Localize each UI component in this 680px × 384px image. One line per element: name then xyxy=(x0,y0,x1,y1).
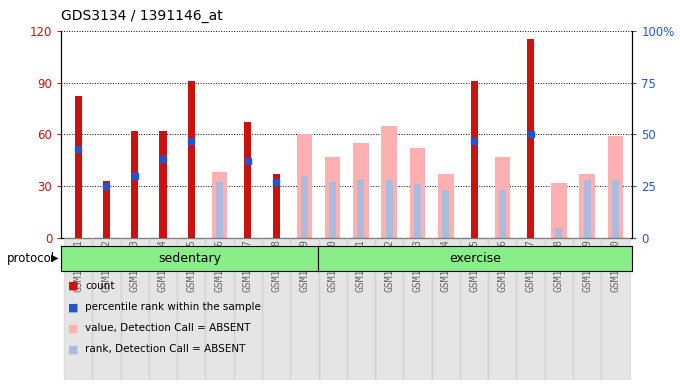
Bar xyxy=(358,180,364,238)
Bar xyxy=(381,126,397,238)
Text: rank, Detection Call = ABSENT: rank, Detection Call = ABSENT xyxy=(85,344,245,354)
Bar xyxy=(103,181,110,238)
Bar xyxy=(234,238,262,380)
Bar xyxy=(211,172,227,238)
Bar xyxy=(545,238,573,380)
Bar xyxy=(527,40,534,238)
Bar xyxy=(608,136,623,238)
Bar xyxy=(325,157,341,238)
Bar xyxy=(120,238,149,380)
Bar xyxy=(386,180,393,238)
Text: value, Detection Call = ABSENT: value, Detection Call = ABSENT xyxy=(85,323,250,333)
Text: protocol: protocol xyxy=(7,252,55,265)
Bar xyxy=(471,81,477,238)
Bar xyxy=(347,238,375,380)
Bar xyxy=(329,182,336,238)
Text: ■: ■ xyxy=(68,344,78,354)
Bar xyxy=(296,134,312,238)
Bar xyxy=(488,238,517,380)
Bar xyxy=(318,238,347,380)
Bar xyxy=(556,228,562,238)
Bar xyxy=(583,180,591,238)
Text: GDS3134 / 1391146_at: GDS3134 / 1391146_at xyxy=(61,9,223,23)
Bar xyxy=(205,238,234,380)
Bar xyxy=(64,238,92,380)
Bar xyxy=(517,238,545,380)
Bar xyxy=(75,96,82,238)
Bar xyxy=(403,238,432,380)
Bar xyxy=(438,174,454,238)
Bar xyxy=(442,190,449,238)
Text: ■: ■ xyxy=(68,302,78,312)
Bar xyxy=(273,174,279,238)
Bar xyxy=(216,182,223,238)
Bar xyxy=(579,174,595,238)
Bar xyxy=(188,81,194,238)
Text: count: count xyxy=(85,281,114,291)
Text: ■: ■ xyxy=(68,281,78,291)
Bar xyxy=(92,238,120,380)
Bar xyxy=(460,238,488,380)
Bar xyxy=(499,190,506,238)
Bar xyxy=(149,238,177,380)
Bar xyxy=(410,148,425,238)
Bar xyxy=(573,238,601,380)
Bar xyxy=(244,122,252,238)
Bar xyxy=(601,238,630,380)
Bar xyxy=(432,238,460,380)
Bar xyxy=(353,143,369,238)
Text: ▶: ▶ xyxy=(51,253,58,263)
Text: ■: ■ xyxy=(68,323,78,333)
Text: sedentary: sedentary xyxy=(158,252,221,265)
Bar xyxy=(131,131,138,238)
Bar xyxy=(494,157,510,238)
Bar xyxy=(290,238,318,380)
Bar xyxy=(177,238,205,380)
Bar xyxy=(612,180,619,238)
Bar xyxy=(262,238,290,380)
Bar xyxy=(414,184,421,238)
Bar xyxy=(301,176,308,238)
Bar xyxy=(160,131,167,238)
Text: exercise: exercise xyxy=(449,252,501,265)
Bar xyxy=(551,183,566,238)
Text: percentile rank within the sample: percentile rank within the sample xyxy=(85,302,261,312)
Bar xyxy=(375,238,403,380)
